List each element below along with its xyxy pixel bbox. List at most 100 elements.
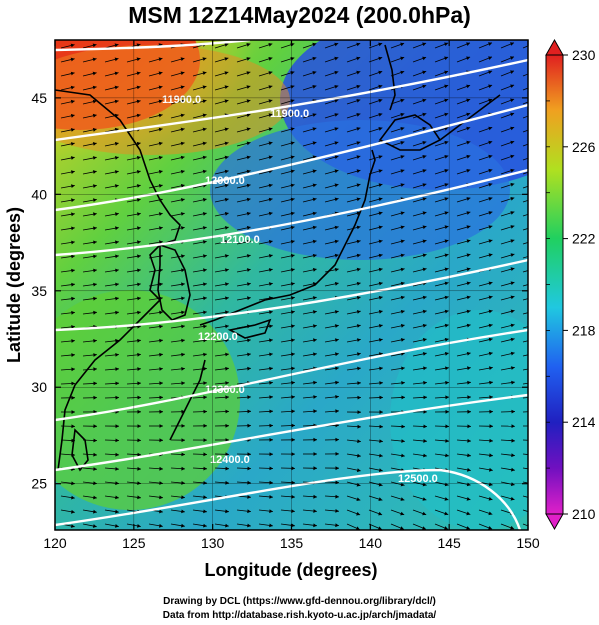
wind-vector-head xyxy=(137,452,141,457)
wind-vector-head xyxy=(466,281,471,286)
wind-vector-head xyxy=(400,98,405,103)
wind-vector-head xyxy=(225,310,229,315)
wind-vector-head xyxy=(137,212,141,216)
contour-label: 12400.0 xyxy=(210,454,250,466)
wind-vector-head xyxy=(247,338,251,343)
wind-vector-head xyxy=(203,352,207,357)
wind-vector xyxy=(522,326,528,329)
wind-vector-head xyxy=(357,381,361,385)
wind-vector-head xyxy=(71,184,75,188)
wind-vector xyxy=(522,270,528,273)
wind-vector-head xyxy=(510,309,515,314)
wind-vector-head xyxy=(488,126,493,131)
wind-vector-head xyxy=(357,395,361,400)
wind-vector-head xyxy=(378,127,383,131)
wind-vector xyxy=(522,171,528,175)
wind-vector-head xyxy=(356,84,361,89)
wind-vector-head xyxy=(356,239,361,244)
wind-vector-head xyxy=(467,424,471,429)
wind-vector-head xyxy=(93,198,97,202)
wind-vector-head xyxy=(158,71,163,76)
wind-vector-head xyxy=(313,338,317,343)
wind-vector-head xyxy=(378,253,383,258)
wind-vector xyxy=(522,411,528,413)
colorbar-upper-arrow xyxy=(545,38,564,56)
wind-vector xyxy=(522,368,528,371)
x-tick-label: 150 xyxy=(516,535,540,551)
wind-vector-head xyxy=(159,509,163,514)
wind-vector-head xyxy=(114,141,119,146)
wind-vector-head xyxy=(355,526,360,530)
wind-vector-head xyxy=(532,225,536,229)
wind-vector-head xyxy=(488,168,493,173)
wind-vector-head xyxy=(246,71,251,75)
wind-vector-head xyxy=(137,338,141,343)
wind-vector-head xyxy=(510,323,515,328)
wind-vector-head xyxy=(511,453,515,458)
wind-vector-head xyxy=(203,254,207,258)
wind-vector-head xyxy=(203,268,207,273)
wind-vector-head xyxy=(488,281,493,286)
wind-vector-head xyxy=(510,42,514,46)
wind-vector-head xyxy=(137,282,141,287)
wind-vector-head xyxy=(444,98,449,103)
wind-vector-head xyxy=(489,467,493,472)
wind-vector-head xyxy=(291,395,295,399)
wind-vector-head xyxy=(313,395,317,399)
wind-vector-head xyxy=(312,310,317,314)
wind-vector-head xyxy=(224,71,229,75)
contour-label: 12200.0 xyxy=(198,331,238,343)
wind-vector-head xyxy=(467,409,471,414)
wind-vector-head xyxy=(159,226,163,230)
wind-vector-head xyxy=(489,409,493,414)
wind-vector xyxy=(522,45,528,49)
wind-vector-head xyxy=(422,253,427,258)
wind-vector-head xyxy=(312,71,317,75)
wind-vector-head xyxy=(466,323,471,328)
wind-vector-head xyxy=(312,113,317,117)
y-tick-label: 45 xyxy=(31,90,47,106)
wind-vector-head xyxy=(532,211,536,215)
wind-vector-head xyxy=(291,352,295,357)
wind-vector-head xyxy=(510,525,515,530)
contour-12100 xyxy=(55,168,528,257)
wind-vector-head xyxy=(313,324,317,328)
x-axis-ticks: 120 125 130 135 140 145 150 xyxy=(43,40,540,551)
wind-vector-head xyxy=(71,310,75,315)
wind-vector-head xyxy=(335,437,339,442)
wind-vector-head xyxy=(71,339,75,343)
wind-vector-head xyxy=(136,170,141,174)
wind-vector-head xyxy=(534,424,538,428)
wind-vector-head xyxy=(335,366,339,371)
gridlines xyxy=(55,40,528,530)
wind-vector-head xyxy=(400,141,405,145)
wind-vector-head xyxy=(377,526,382,530)
wind-vector-head xyxy=(422,526,426,530)
wind-vector-head xyxy=(202,71,207,75)
wind-vector-head xyxy=(159,240,163,245)
wind-vector-head xyxy=(356,113,361,117)
wind-vector-head xyxy=(92,170,97,174)
wind-vector-head xyxy=(92,85,97,90)
wind-vector xyxy=(522,439,528,441)
wind-vector xyxy=(522,157,528,161)
colorbar-tick-label: 226 xyxy=(572,139,596,155)
wind-vector-head xyxy=(159,282,163,287)
wind-vector-head xyxy=(378,211,383,216)
wind-vector-head xyxy=(268,57,273,61)
wind-vector-head xyxy=(70,43,75,48)
wind-vector-head xyxy=(158,127,163,132)
wind-vector-head xyxy=(378,497,383,501)
wind-vector-head xyxy=(444,211,449,215)
wind-vector-head xyxy=(246,113,251,118)
wind-vector-head xyxy=(533,352,537,356)
wind-vector-head xyxy=(356,42,361,47)
wind-vector-head xyxy=(423,366,427,371)
wind-vector-head xyxy=(203,409,207,414)
x-tick-label: 140 xyxy=(359,535,383,551)
wind-vector-head xyxy=(115,268,119,273)
wind-vector-head xyxy=(445,424,449,429)
wind-vector-head xyxy=(137,240,141,245)
wind-vector-head xyxy=(313,437,317,442)
wind-vector-head xyxy=(466,225,471,229)
